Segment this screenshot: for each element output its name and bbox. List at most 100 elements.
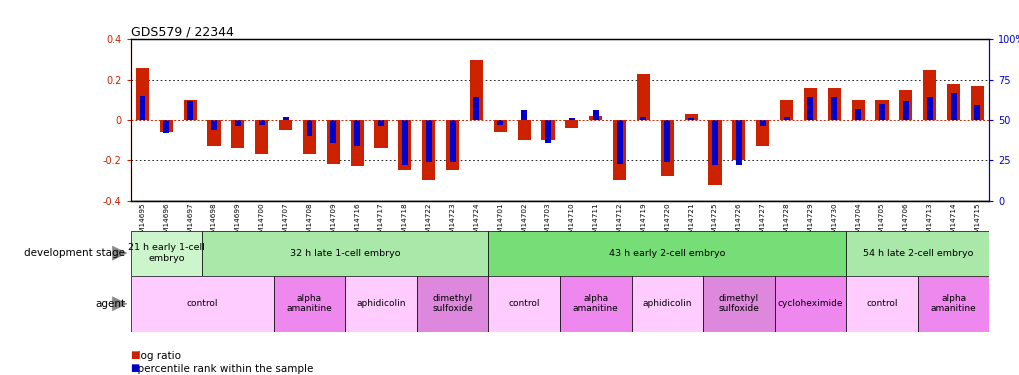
Polygon shape [112, 296, 127, 311]
Bar [926, 98, 931, 120]
Bar [183, 100, 197, 120]
Text: log ratio: log ratio [130, 351, 180, 361]
Bar [445, 120, 459, 170]
Bar [160, 120, 173, 132]
Bar [326, 120, 339, 164]
Text: aphidicolin: aphidicolin [356, 299, 406, 308]
Bar [130, 231, 202, 276]
Bar [401, 120, 408, 165]
Bar [878, 104, 884, 120]
Text: dimethyl
sulfoxide: dimethyl sulfoxide [717, 294, 758, 314]
Text: development stage: development stage [24, 248, 125, 258]
Text: percentile rank within the sample: percentile rank within the sample [130, 364, 313, 374]
Bar [378, 120, 384, 126]
Bar [759, 120, 765, 126]
Bar [565, 120, 578, 128]
Bar [780, 100, 793, 120]
Bar [398, 120, 411, 170]
Bar [663, 120, 669, 162]
Bar [345, 276, 417, 332]
Bar [488, 276, 559, 332]
Bar [592, 110, 598, 120]
Bar [702, 276, 774, 332]
Bar [259, 120, 265, 125]
Bar [374, 120, 387, 148]
Bar [187, 100, 193, 120]
Bar [711, 120, 717, 165]
Bar [640, 117, 646, 120]
Bar [279, 120, 291, 130]
Bar [354, 120, 360, 146]
Bar [211, 120, 217, 130]
Bar [589, 116, 602, 120]
Text: ■: ■ [130, 350, 140, 360]
Bar [851, 100, 864, 120]
Bar [688, 118, 694, 120]
Bar [902, 100, 908, 120]
Text: alpha
amanitine: alpha amanitine [573, 294, 619, 314]
Bar [922, 70, 935, 120]
Bar [497, 120, 502, 125]
Bar [973, 105, 979, 120]
Text: agent: agent [95, 299, 125, 309]
Bar [830, 98, 837, 120]
Bar [735, 120, 741, 165]
Bar [732, 120, 745, 160]
Text: alpha
amanitine: alpha amanitine [286, 294, 332, 314]
Text: 21 h early 1-cell
embryо: 21 h early 1-cell embryо [127, 243, 205, 263]
Bar [306, 120, 312, 136]
Text: aphidicolin: aphidicolin [642, 299, 692, 308]
Bar [854, 109, 860, 120]
Bar [616, 120, 622, 164]
Bar [874, 100, 888, 120]
Text: GDS579 / 22344: GDS579 / 22344 [130, 25, 233, 38]
Bar [950, 93, 956, 120]
Bar [569, 118, 575, 120]
Text: 43 h early 2-cell embryo: 43 h early 2-cell embryo [608, 249, 725, 258]
Text: control: control [865, 299, 897, 308]
Bar [473, 98, 479, 120]
Text: alpha
amanitine: alpha amanitine [929, 294, 975, 314]
Bar [559, 276, 631, 332]
Bar [163, 120, 169, 133]
Bar [207, 120, 220, 146]
Bar [783, 117, 789, 120]
Bar [755, 120, 768, 146]
Text: control: control [507, 299, 539, 308]
Bar [231, 120, 245, 148]
Bar [846, 276, 917, 332]
Bar [899, 90, 912, 120]
Bar [946, 84, 959, 120]
Bar [803, 88, 816, 120]
Text: dimethyl
sulfoxide: dimethyl sulfoxide [432, 294, 473, 314]
Bar [255, 120, 268, 154]
Bar [827, 88, 840, 120]
Bar [425, 120, 431, 162]
Bar [708, 120, 720, 184]
Bar [521, 110, 527, 120]
Polygon shape [112, 246, 127, 261]
Bar [541, 120, 554, 140]
Bar [660, 120, 674, 177]
Bar [417, 276, 488, 332]
Bar [234, 120, 240, 126]
Bar [273, 276, 345, 332]
Bar [470, 60, 483, 120]
Bar [130, 276, 273, 332]
Bar [493, 120, 506, 132]
Text: ■: ■ [130, 363, 140, 373]
Text: control: control [186, 299, 218, 308]
Bar [488, 231, 846, 276]
Bar [422, 120, 435, 180]
Bar [544, 120, 550, 142]
Bar [303, 120, 316, 154]
Bar [517, 120, 530, 140]
Bar [282, 117, 288, 120]
Bar [631, 276, 702, 332]
Bar [351, 120, 364, 166]
Bar [202, 231, 488, 276]
Bar [846, 231, 988, 276]
Bar [449, 120, 455, 162]
Text: 32 h late 1-cell embryo: 32 h late 1-cell embryo [289, 249, 400, 258]
Bar [136, 68, 149, 120]
